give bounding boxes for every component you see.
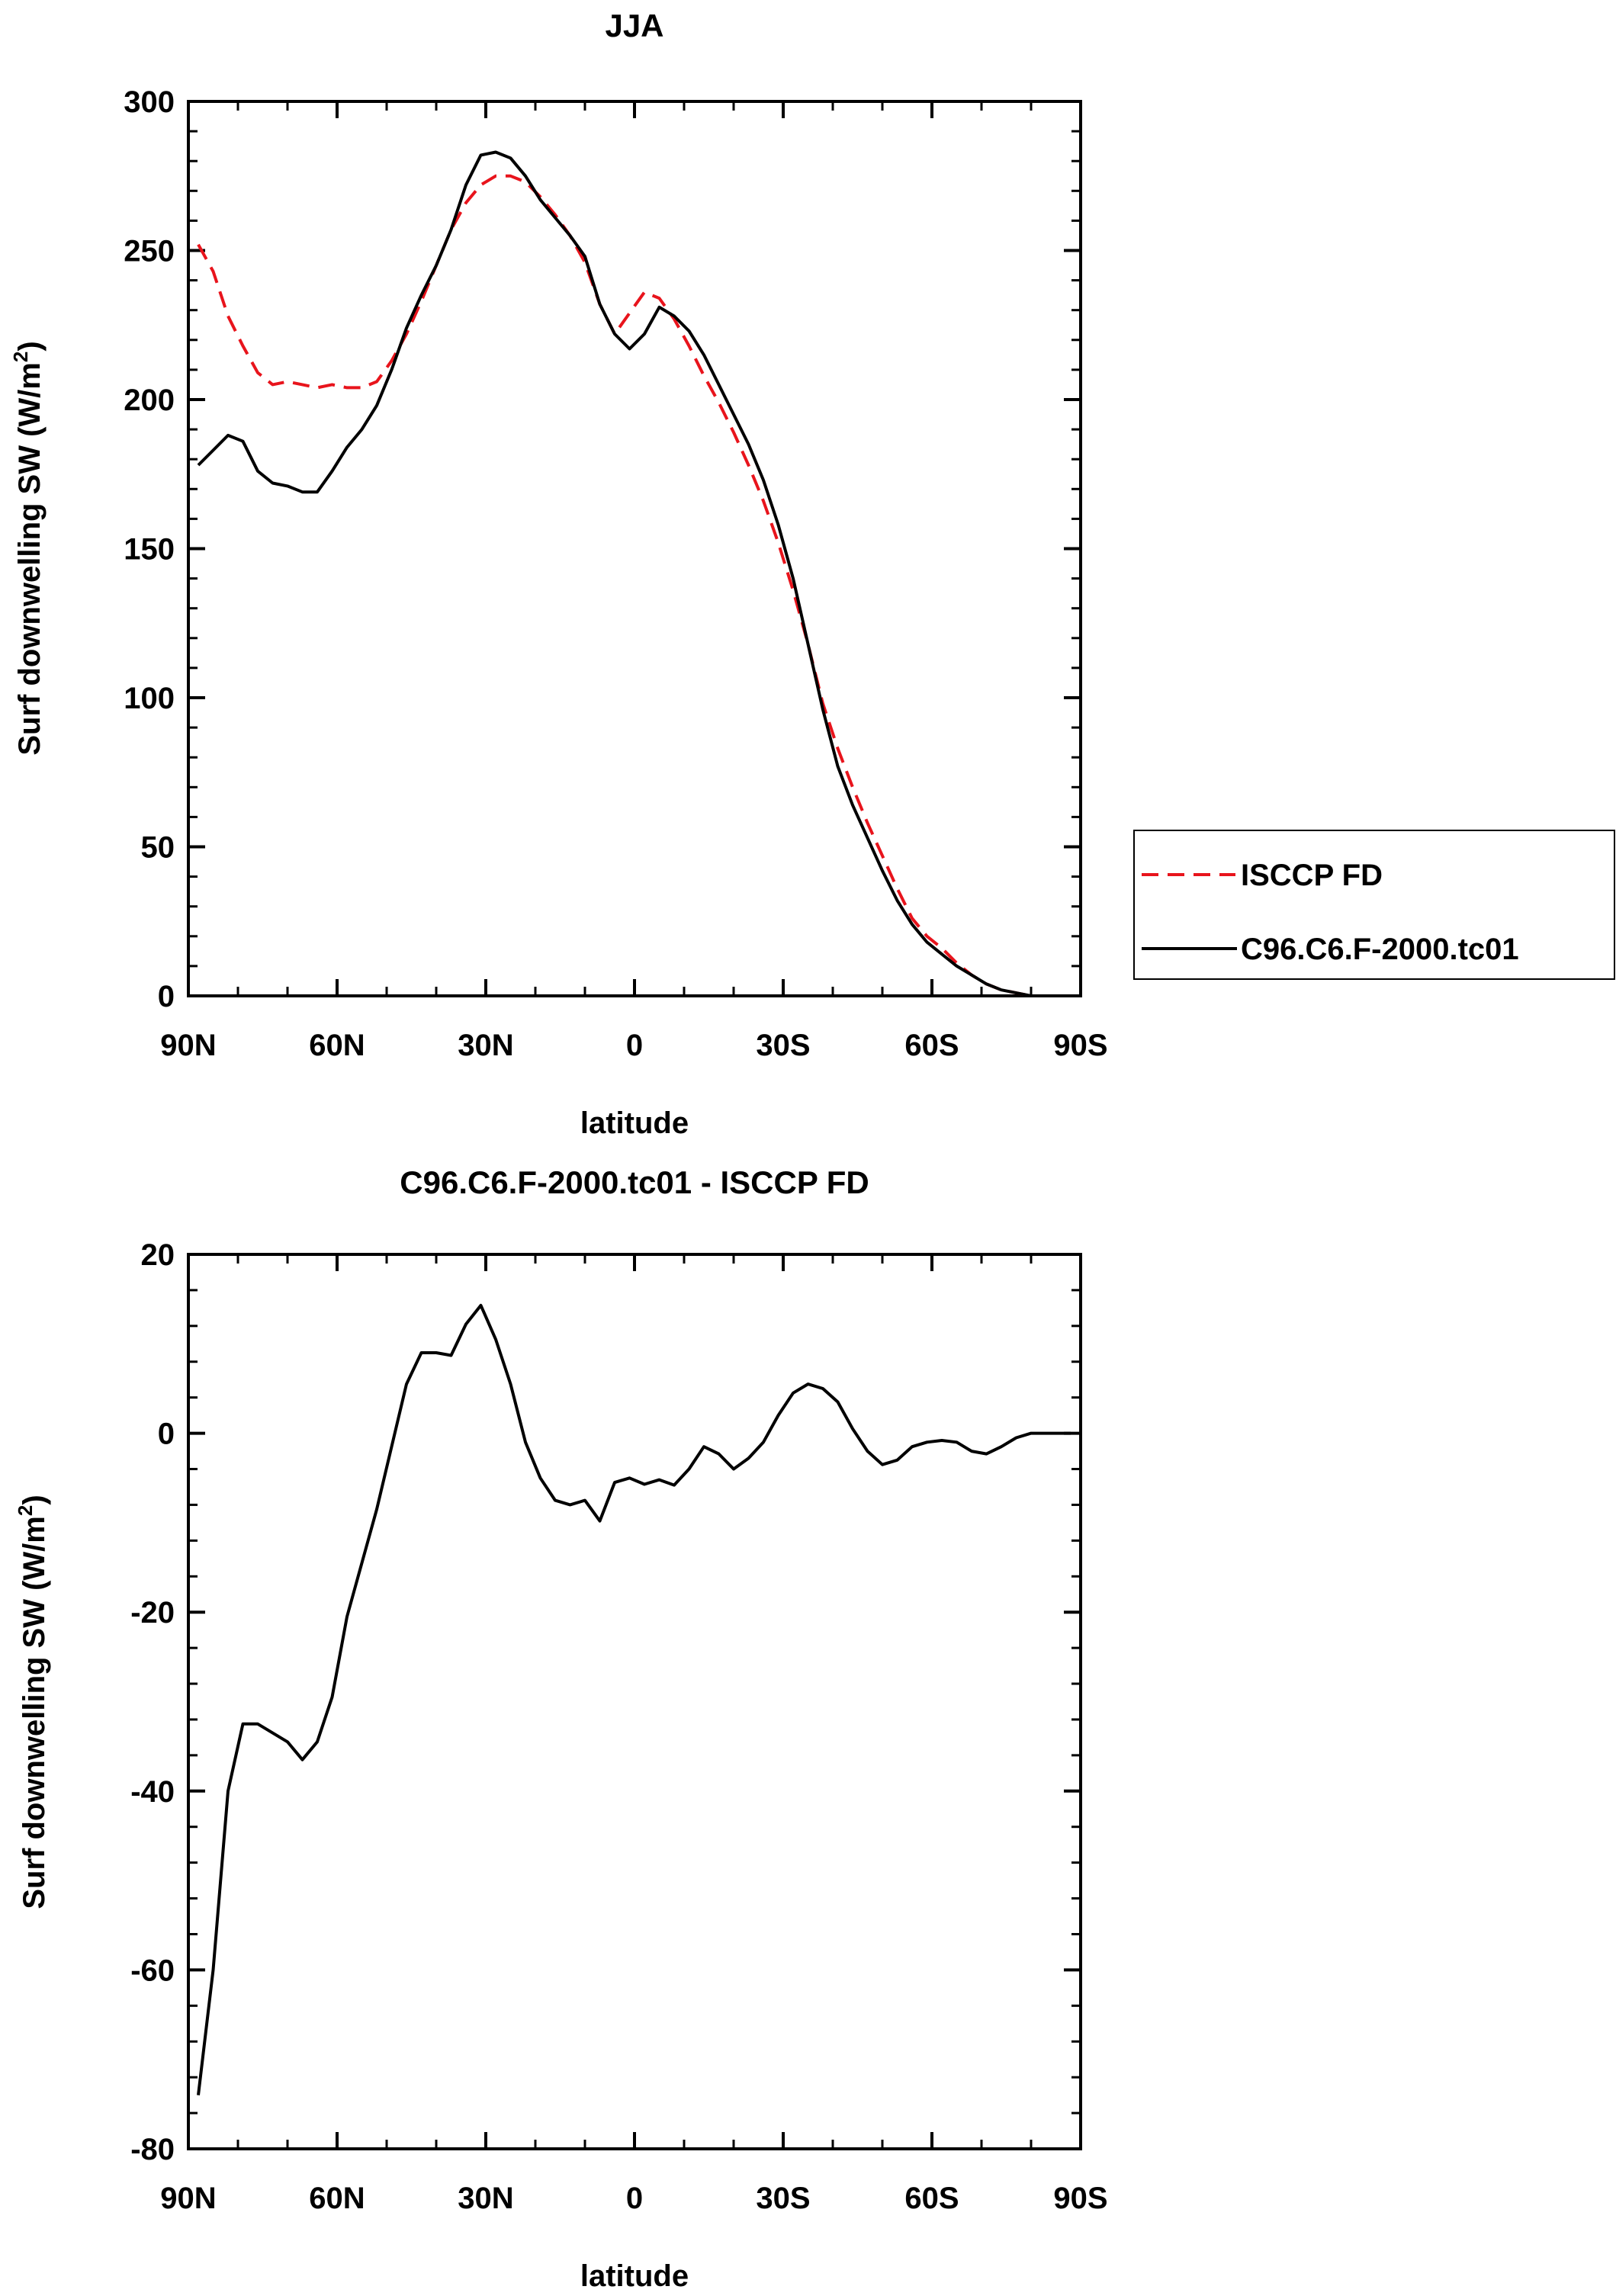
legend: ISCCP FD C96.C6.F-2000.tc01 — [1133, 830, 1615, 980]
y-tick-label-bottom-0: -80 — [130, 2133, 175, 2166]
y-axis-label-top-sup: 2 — [9, 352, 32, 362]
x-tick-label-bottom-5: 60S — [904, 2182, 959, 2215]
x-axis-label-bottom: latitude — [580, 2259, 689, 2293]
chart-title-bottom: C96.C6.F-2000.tc01 - ISCCP FD — [400, 1164, 869, 1200]
x-tick-label-top-6: 90S — [1053, 1029, 1107, 1062]
series-line-bottom-0 — [197, 1303, 1071, 2095]
plot-frame-bottom — [187, 1253, 1082, 2150]
x-tick-labels-bottom: 90N 60N 30N 0 30S 60S 90S — [160, 2182, 1107, 2215]
plot-frame-top — [187, 100, 1082, 997]
tick-marks-top — [187, 100, 1082, 997]
x-tick-label-bottom-1: 60N — [309, 2182, 365, 2215]
x-tick-label-bottom-6: 90S — [1053, 2182, 1107, 2215]
x-tick-label-top-0: 90N — [160, 1029, 216, 1062]
x-tick-label-bottom-2: 30N — [458, 2182, 513, 2215]
y-axis-label-top-main: Surf downwelling SW (W/m — [13, 362, 47, 756]
y-tick-labels-bottom: -80 -60 -40 -20 0 20 — [130, 1238, 175, 2166]
y-tick-label-bottom-1: -60 — [130, 1954, 175, 1987]
y-axis-label-bottom: Surf downwelling SW (W/m2) — [14, 1495, 51, 1909]
y-axis-label-bottom-sup: 2 — [14, 1505, 37, 1516]
chart-title-top: JJA — [605, 8, 663, 43]
y-axis-label-bottom-main: Surf downwelling SW (W/m — [18, 1516, 51, 1909]
series-line-top-0 — [197, 174, 1071, 997]
y-tick-label-bottom-5: 20 — [141, 1238, 175, 1272]
tick-marks-bottom — [187, 1253, 1082, 2150]
y-axis-label-top: Surf downwelling SW (W/m2) — [9, 341, 47, 755]
x-tick-labels-top: 90N 60N 30N 0 30S 60S 90S — [160, 1029, 1107, 1062]
y-tick-label-top-0: 0 — [158, 980, 175, 1013]
legend-box — [1133, 830, 1615, 980]
y-tick-label-top-4: 200 — [124, 384, 175, 417]
y-axis-label-top-close: ) — [13, 341, 47, 351]
series-layer-top — [197, 150, 1071, 997]
series-layer-bottom — [197, 1303, 1071, 2095]
x-tick-label-top-4: 30S — [756, 1029, 810, 1062]
panel-bottom: C96.C6.F-2000.tc01 - ISCCP FD -80-60-40-… — [14, 1164, 1108, 2293]
legend-label-isccp: ISCCP FD — [1241, 859, 1383, 892]
y-tick-label-top-3: 150 — [124, 533, 175, 567]
x-tick-label-top-2: 30N — [458, 1029, 513, 1062]
x-tick-label-bottom-4: 30S — [756, 2182, 810, 2215]
x-tick-label-bottom-0: 90N — [160, 2182, 216, 2215]
y-tick-label-top-5: 250 — [124, 235, 175, 268]
legend-label-c96: C96.C6.F-2000.tc01 — [1241, 933, 1519, 966]
y-tick-label-bottom-2: -40 — [130, 1775, 175, 1809]
x-tick-label-top-3: 0 — [626, 1029, 643, 1062]
x-axis-label-top: latitude — [580, 1106, 689, 1140]
series-line-top-1 — [197, 150, 1071, 997]
y-tick-label-top-1: 50 — [141, 831, 175, 865]
y-tick-label-top-2: 100 — [124, 682, 175, 715]
x-tick-label-bottom-3: 0 — [626, 2182, 643, 2215]
y-tick-label-top-6: 300 — [124, 85, 175, 119]
y-tick-label-bottom-4: 0 — [158, 1418, 175, 1451]
y-tick-label-bottom-3: -20 — [130, 1596, 175, 1630]
y-tick-labels-top: 0 50 100 150 200 250 300 — [124, 85, 175, 1013]
x-tick-label-top-5: 60S — [904, 1029, 959, 1062]
y-axis-label-bottom-close: ) — [18, 1495, 51, 1504]
x-tick-label-top-1: 60N — [309, 1029, 365, 1062]
